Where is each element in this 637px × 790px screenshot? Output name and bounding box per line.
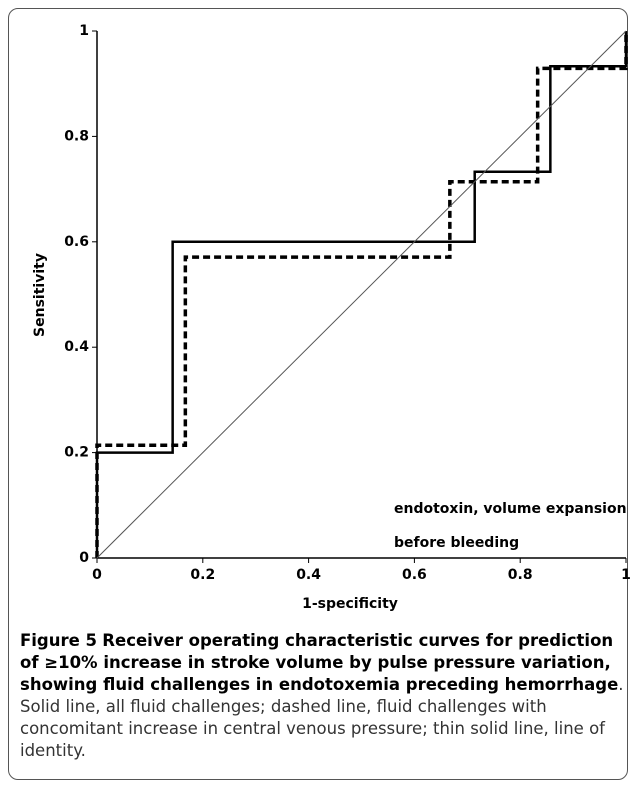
annotation: endotoxin, volume expansion [394, 501, 627, 517]
caption-label: Figure 5 [20, 631, 98, 650]
annotation: before bleeding [394, 535, 519, 551]
x-axis-label: 1-specificity [302, 596, 398, 612]
x-tick-label: 0.8 [508, 567, 533, 583]
x-tick-label: 1 [621, 567, 631, 583]
x-tick-label: 0.4 [296, 567, 321, 583]
y-tick-label: 0.6 [64, 234, 89, 250]
x-tick-label: 0 [92, 567, 102, 583]
y-tick-label: 0 [79, 550, 89, 566]
figure-frame [8, 8, 628, 780]
x-tick-label: 0.2 [190, 567, 215, 583]
caption-title: Receiver operating characteristic curves… [20, 631, 619, 694]
y-tick-label: 0.8 [64, 128, 89, 144]
y-axis-label: Sensitivity [32, 253, 48, 337]
x-tick-label: 0.6 [402, 567, 427, 583]
y-tick-label: 1 [79, 23, 89, 39]
y-tick-label: 0.2 [64, 445, 89, 461]
series-line [95, 31, 628, 558]
chart: 1-specificity Sensitivity endotoxin, vol… [32, 23, 631, 612]
series-line [96, 30, 627, 559]
y-tick-label: 0.4 [64, 339, 89, 355]
caption-body: . Solid line, all fluid challenges; dash… [20, 675, 624, 760]
series-line [95, 31, 628, 558]
caption: Figure 5 Receiver operating characterist… [20, 630, 625, 762]
